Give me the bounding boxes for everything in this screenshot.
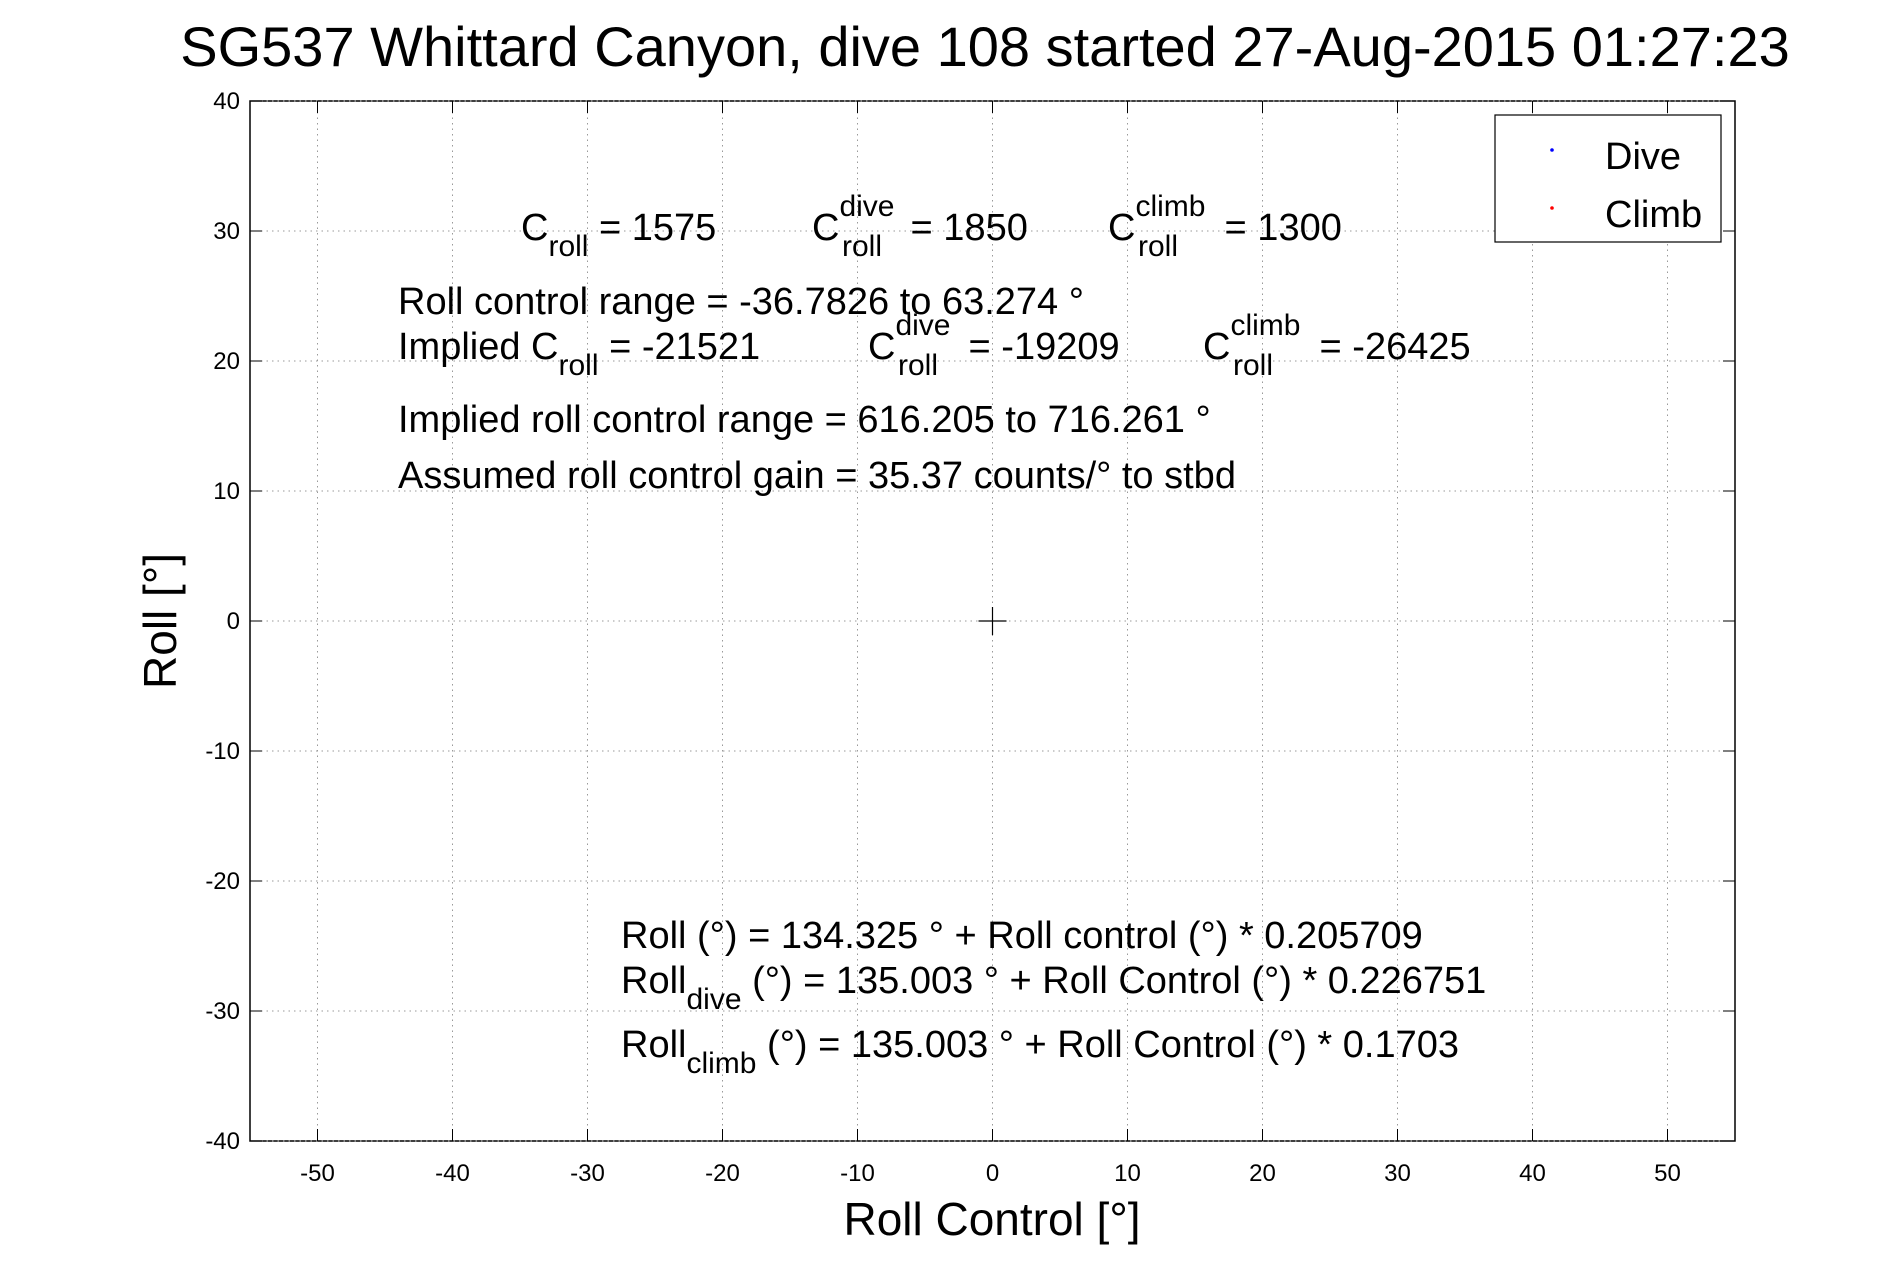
data-marks: [978, 607, 1007, 635]
implied-c-climb-base: C: [1203, 326, 1230, 368]
annotation-implied-c-roll: Implied Croll = -21521 Cdive roll = -1920…: [398, 309, 1471, 382]
implied-c-roll-prefix: Implied C: [398, 326, 559, 368]
x-tick-label: 0: [986, 1160, 999, 1187]
annotation-c-roll-values: Croll = 1575 Cdive roll = 1850 Cclimb roll…: [521, 190, 1342, 263]
annotation-roll-equation: Roll (°) = 134.325 ° + Roll control (°) …: [621, 915, 1423, 957]
x-axis-label: Roll Control [°]: [843, 1193, 1140, 1245]
c-roll-climb-value: = 1300: [1214, 207, 1342, 249]
c-roll-dive-sub: roll: [842, 230, 882, 263]
c-roll-dive-value: = 1850: [900, 207, 1028, 249]
grid: [250, 100, 1735, 1142]
axis-ticks: [250, 100, 1735, 1142]
implied-c-roll-value: = -21521: [599, 326, 761, 368]
legend-label-climb: Climb: [1605, 194, 1702, 236]
c-roll-climb-sub: roll: [1138, 230, 1178, 263]
annotation-roll-dive-equation: Rolldive (°) = 135.003 ° + Roll Control …: [621, 960, 1486, 1016]
x-tick-label: -50: [300, 1160, 335, 1187]
chart-title: SG537 Whittard Canyon, dive 108 started …: [180, 15, 1789, 78]
implied-c-roll-sub: roll: [559, 349, 599, 382]
x-tick-label: 10: [1114, 1160, 1141, 1187]
c-roll-base: C: [521, 207, 548, 249]
c-roll-dive-base: C: [812, 207, 839, 249]
annotation-implied-range: Implied roll control range = 616.205 to …: [398, 399, 1211, 441]
x-tick-label: 50: [1654, 1160, 1681, 1187]
c-roll-dive-sup: dive: [839, 190, 894, 223]
c-roll-sub: roll: [548, 230, 588, 263]
y-tick-label: 0: [227, 608, 240, 635]
roll-climb-sub: climb: [686, 1047, 756, 1080]
annotation-roll-climb-equation: Rollclimb (°) = 135.003 ° + Roll Control…: [621, 1024, 1459, 1080]
annotation-block-top: Croll = 1575 Cdive roll = 1850 Cclimb roll…: [398, 190, 1471, 497]
x-tick-label: -10: [840, 1160, 875, 1187]
tick-labels: -50 -40 -30 -20 -10 0 10 20 30 40 50 40 30 20 10 0 -10 -2…: [205, 88, 1681, 1187]
legend-label-dive: Dive: [1605, 136, 1681, 178]
x-tick-label: 30: [1384, 1160, 1411, 1187]
x-tick-label: -20: [705, 1160, 740, 1187]
implied-c-climb-value: = -26425: [1309, 326, 1471, 368]
x-tick-label: 40: [1519, 1160, 1546, 1187]
c-roll-value: = 1575: [588, 207, 716, 249]
implied-c-dive-base: C: [868, 326, 895, 368]
y-tick-label: 30: [213, 218, 240, 245]
y-tick-label: -30: [205, 998, 240, 1025]
x-tick-label: -30: [570, 1160, 605, 1187]
y-tick-label: 20: [213, 348, 240, 375]
y-tick-label: -20: [205, 868, 240, 895]
annotation-gain: Assumed roll control gain = 35.37 counts…: [398, 455, 1236, 497]
x-tick-label: 20: [1249, 1160, 1276, 1187]
legend-box: [1494, 114, 1722, 243]
roll-climb-base: Roll: [621, 1024, 686, 1066]
y-tick-label: -40: [205, 1128, 240, 1155]
implied-c-climb-sup: climb: [1230, 309, 1300, 342]
roll-climb-rest: (°) = 135.003 ° + Roll Control (°) * 0.1…: [756, 1024, 1459, 1066]
annotation-roll-control-range: Roll control range = -36.7826 to 63.274 …: [398, 281, 1084, 323]
c-roll-climb-sup: climb: [1135, 190, 1205, 223]
roll-dive-rest: (°) = 135.003 ° + Roll Control (°) * 0.2…: [742, 960, 1487, 1002]
y-tick-label: 40: [213, 88, 240, 115]
legend-marker-climb: [1550, 206, 1554, 210]
implied-c-dive-sup: dive: [895, 309, 950, 342]
roll-dive-sub: dive: [686, 983, 741, 1016]
annotation-block-bottom: Roll (°) = 134.325 ° + Roll control (°) …: [621, 915, 1486, 1080]
y-tick-label: 10: [213, 478, 240, 505]
implied-c-dive-sub: roll: [898, 349, 938, 382]
c-roll-climb-base: C: [1108, 207, 1135, 249]
x-tick-label: -40: [435, 1160, 470, 1187]
y-axis-label: Roll [°]: [134, 553, 186, 689]
implied-c-climb-sub: roll: [1233, 349, 1273, 382]
legend: Dive Climb: [1494, 114, 1722, 243]
implied-c-dive-value: = -19209: [958, 326, 1120, 368]
legend-marker-dive: [1550, 148, 1554, 152]
y-tick-label: -10: [205, 738, 240, 765]
roll-dive-base: Roll: [621, 960, 686, 1002]
